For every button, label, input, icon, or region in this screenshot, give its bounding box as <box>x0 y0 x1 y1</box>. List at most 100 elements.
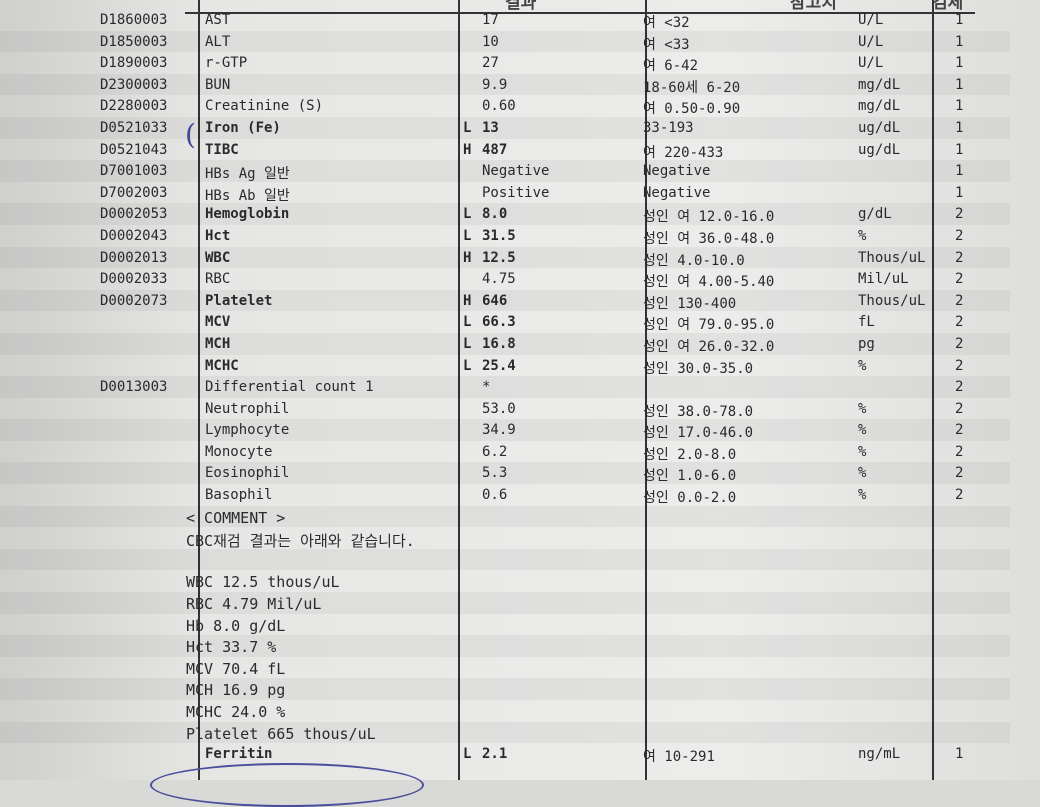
table-row: D1850003 ALT 10 여 <33 U/L 1 <box>0 30 1010 53</box>
comment-line: WBC 12.5 thous/uL <box>0 570 1010 592</box>
test-name: MCHC <box>205 357 239 374</box>
reference-range: 여 <32 <box>643 15 690 31</box>
unit: ng/mL <box>858 746 901 763</box>
table-row: Monocyte 6.2 성인 2.0-8.0% 2 <box>0 441 1010 463</box>
handwritten-bracket: ( <box>185 118 196 151</box>
comment-text: MCV 70.4 fL <box>186 659 286 678</box>
reference-range: 성인 여 36.0-48.0 <box>643 230 775 247</box>
test-name: r-GTP <box>205 55 248 72</box>
result-flag: L <box>463 357 472 374</box>
test-code: D0521033 <box>100 119 168 136</box>
table-row: Basophil 0.6 성인 0.0-2.0% 2 <box>0 484 1010 506</box>
unit: mg/dL <box>858 98 901 115</box>
specimen: 1 <box>955 141 964 158</box>
comment-text: MCHC 24.0 % <box>186 703 286 721</box>
reference-range: 성인 여 12.0-16.0 <box>643 209 775 226</box>
reference-range: 여 6-42 <box>643 58 699 75</box>
specimen: 2 <box>955 227 964 244</box>
result-flag: L <box>463 206 472 223</box>
unit: Mil/uL <box>858 271 909 288</box>
result-value: 10 <box>482 33 499 50</box>
table-row: D0002033 RBC 4.75 성인 여 4.00-5.40 Mil/uL 2 <box>0 268 1010 290</box>
reference-range: 성인 38.0-78.0 <box>643 403 754 420</box>
test-name: Basophil <box>205 487 273 504</box>
result-value: Positive <box>482 184 550 201</box>
table-row: MCV L 66.3 성인 여 79.0-95.0 fL 2 <box>0 311 1010 333</box>
result-flag: L <box>463 335 472 352</box>
test-name: HBs Ab 일반 <box>205 187 290 204</box>
specimen: 1 <box>955 119 964 136</box>
specimen: 2 <box>955 335 964 352</box>
result-value: Negative <box>482 163 550 180</box>
test-code: D0002073 <box>100 292 168 309</box>
result-value: 2.1 <box>482 746 508 763</box>
test-name: Eosinophil <box>205 465 290 482</box>
test-code: D2280003 <box>100 98 168 115</box>
result-value: 646 <box>482 292 508 309</box>
test-code: D7002003 <box>100 184 168 201</box>
comment-text: Platelet 665 thous/uL <box>186 724 376 743</box>
test-name: BUN <box>205 76 231 93</box>
comment-line: Platelet 665 thous/uL <box>0 721 1010 744</box>
result-value: 6.2 <box>482 443 508 460</box>
unit: Thous/uL <box>858 292 926 309</box>
table-row: D0521043 TIBC H 487 여 220-433 ug/dL 1 <box>0 139 1010 161</box>
comment-text: CBC재검 결과는 아래와 같습니다. <box>186 532 415 551</box>
specimen: 2 <box>955 292 964 309</box>
result-value: 8.0 <box>482 206 508 223</box>
unit: U/L <box>858 33 884 50</box>
result-value: 13 <box>482 119 499 136</box>
specimen: 1 <box>955 76 964 93</box>
test-code: D0013003 <box>100 379 168 396</box>
reference-range: 여 <33 <box>643 36 690 53</box>
test-code: D0002013 <box>100 249 168 266</box>
table-row: D0521033 Iron (Fe) L 13 33-193 ug/dL 1 <box>0 116 1010 139</box>
specimen: 1 <box>955 12 964 28</box>
reference-range: 성인 30.0-35.0 <box>643 360 754 377</box>
table-row: D2300003 BUN 9.9 18-60세 6-20 mg/dL 1 <box>0 73 1010 96</box>
unit: pg <box>858 335 875 352</box>
test-name: MCV <box>205 314 231 331</box>
reference-range: Negative <box>643 184 711 201</box>
specimen: 1 <box>955 55 964 72</box>
comment-text: WBC 12.5 thous/uL <box>186 573 340 592</box>
reference-range: 성인 여 26.0-32.0 <box>643 338 775 355</box>
specimen: 2 <box>955 400 964 417</box>
reference-range: 성인 여 4.00-5.40 <box>643 274 775 291</box>
unit: % <box>858 465 867 482</box>
table-row: D0002053 Hemoglobin L 8.0 성인 여 12.0-16.0 g/dL… <box>0 203 1010 225</box>
test-code: D0002053 <box>100 206 168 223</box>
test-name: Lymphocyte <box>205 422 290 439</box>
test-name: RBC <box>205 271 231 288</box>
results-table: D1860003 AST 17 여 <32 U/L 1 D1850003 ALT 10 여 <33… <box>0 9 1010 765</box>
column-divider <box>932 0 934 780</box>
specimen: 1 <box>955 98 964 115</box>
result-flag: H <box>463 292 472 309</box>
table-row: Ferritin L 2.1 여 10-291 ng/mL 1 <box>0 743 1010 765</box>
test-code: D2300003 <box>100 76 168 93</box>
comment-line: MCH 16.9 pg <box>0 678 1010 700</box>
table-row: Neutrophil 53.0 성인 38.0-78.0% 2 <box>0 398 1010 420</box>
comment-line: Hct 33.7 % <box>0 635 1010 657</box>
reference-range: 성인 여 79.0-95.0 <box>643 317 775 334</box>
comment-line: MCV 70.4 fL <box>0 657 1010 679</box>
comment-line <box>0 548 1010 571</box>
result-value: 25.4 <box>482 357 516 374</box>
unit: % <box>858 487 867 504</box>
reference-range: 18-60세 6-20 <box>643 79 741 96</box>
test-code: D0002033 <box>100 271 168 288</box>
result-value: 16.8 <box>482 335 516 352</box>
column-divider <box>198 0 200 780</box>
column-divider <box>645 0 647 780</box>
result-value: 487 <box>482 141 508 158</box>
reference-range: 성인 1.0-6.0 <box>643 468 737 485</box>
test-code: D1860003 <box>100 12 168 28</box>
table-row: D1860003 AST 17 여 <32 U/L 1 <box>0 9 1010 31</box>
specimen: 2 <box>955 206 964 223</box>
result-value: 34.9 <box>482 422 516 439</box>
test-code: D1850003 <box>100 33 168 50</box>
comment-text: Hb 8.0 g/dL <box>186 616 286 635</box>
reference-range: 성인 0.0-2.0 <box>643 490 737 507</box>
specimen: 2 <box>955 422 964 439</box>
